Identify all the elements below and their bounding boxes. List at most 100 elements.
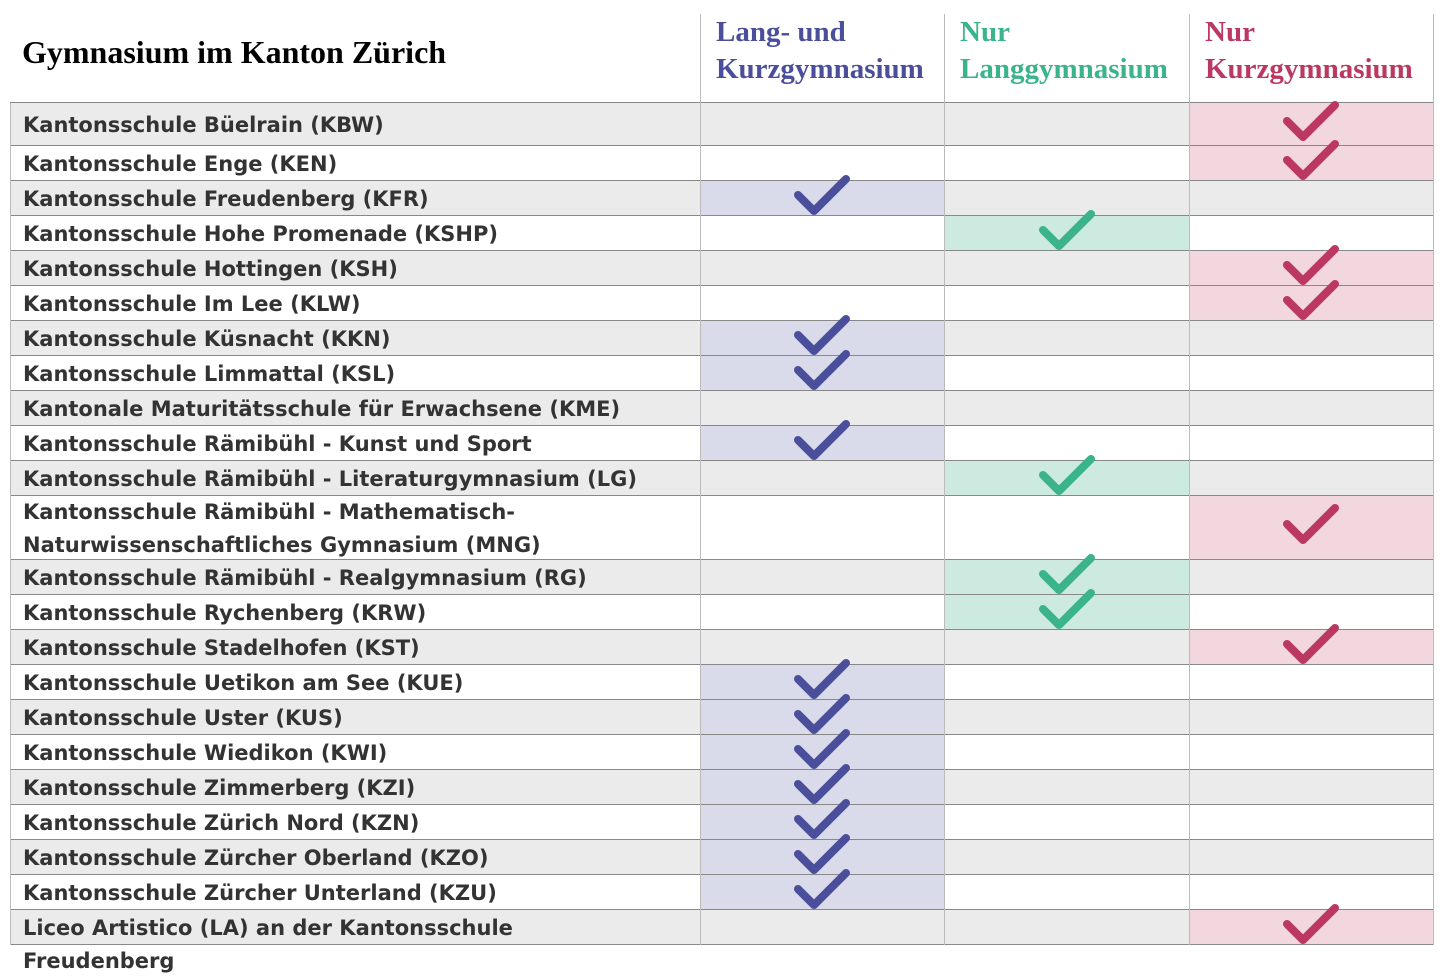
column-header: Nur Kurzgymnasium [1205, 16, 1413, 85]
column-divider [1189, 14, 1190, 945]
school-name: Kantonsschule Uetikon am See (KUE) [23, 671, 464, 695]
check-cell [700, 146, 944, 181]
check-cell [944, 875, 1189, 910]
school-name: Kantonsschule Freudenberg (KFR) [23, 187, 429, 211]
row-name-cell [10, 700, 700, 735]
checkmark [794, 314, 850, 355]
school-name: Kantonsschule Zimmerberg (KZI) [23, 776, 416, 800]
check-cell [1189, 735, 1433, 770]
check-cell [1189, 181, 1433, 216]
checkmark [1283, 139, 1339, 180]
checkmark [794, 798, 850, 839]
school-name: Kantonsschule Hohe Promenade (KSHP) [23, 222, 498, 246]
column-divider [700, 14, 701, 945]
row-name-cell [10, 321, 700, 356]
row-name-cell [10, 560, 700, 595]
check-cell [944, 146, 1189, 181]
school-name: Kantonsschule Rämibühl - Mathematisch-Na… [23, 500, 541, 557]
check-cell [700, 496, 944, 560]
checkmark [1038, 209, 1095, 250]
check-cell [944, 286, 1189, 321]
checkmark [794, 419, 850, 460]
checkmark [794, 174, 850, 215]
check-cell [700, 595, 944, 630]
check-cell [944, 700, 1189, 735]
row-name-cell [10, 735, 700, 770]
checkmark [1038, 454, 1095, 495]
check-cell [1189, 321, 1433, 356]
check-cell [700, 286, 944, 321]
check-cell [944, 181, 1189, 216]
column-header: Lang- und Kurzgymnasium [716, 16, 924, 85]
title: Gymnasium im Kanton Zürich [22, 34, 447, 70]
check-cell [944, 770, 1189, 805]
checkmark [1038, 553, 1095, 594]
check-cell [944, 665, 1189, 700]
row-name-cell [10, 146, 700, 181]
school-name: Kantonale Maturitätsschule für Erwachsen… [23, 397, 621, 421]
check-cell [944, 630, 1189, 665]
check-cell [944, 391, 1189, 426]
row-name-cell [10, 103, 700, 146]
school-name: Kantonsschule Uster (KUS) [23, 706, 343, 730]
check-cell [1189, 426, 1433, 461]
checkmark [794, 763, 850, 804]
row-name-cell [10, 286, 700, 321]
check-cell [1189, 770, 1433, 805]
checkmark [1283, 244, 1339, 285]
school-name: Kantonsschule Hottingen (KSH) [23, 257, 398, 281]
check-cell [1189, 700, 1433, 735]
checkmark [1038, 588, 1095, 629]
check-cell [944, 735, 1189, 770]
checkmark [794, 833, 850, 874]
school-name: Kantonsschule Enge (KEN) [23, 152, 338, 176]
checkmark [794, 349, 850, 390]
school-name: Kantonsschule Küsnacht (KKN) [23, 327, 391, 351]
checkmark [1283, 623, 1339, 664]
school-name: Kantonsschule Im Lee (KLW) [23, 292, 361, 316]
row-name-cell [10, 840, 700, 875]
school-name: Kantonsschule Rämibühl - Realgymnasium (… [23, 566, 587, 590]
checkmark [1283, 100, 1339, 141]
check-cell [944, 321, 1189, 356]
row-name-cell [10, 216, 700, 251]
column-divider [1433, 14, 1434, 945]
school-name: Kantonsschule Zürich Nord (KZN) [23, 811, 420, 835]
checkmark [794, 728, 850, 769]
row-name-cell [10, 875, 700, 910]
check-cell [944, 356, 1189, 391]
check-cell [944, 251, 1189, 286]
column-divider [10, 103, 11, 945]
checkmark [1283, 504, 1339, 544]
row-name-cell [10, 251, 700, 286]
row-name-cell [10, 461, 700, 496]
column-divider [944, 14, 945, 945]
check-cell [944, 805, 1189, 840]
checkmark [794, 868, 850, 909]
check-cell [1189, 461, 1433, 496]
check-cell [944, 560, 1189, 595]
check-cell [1189, 560, 1433, 595]
row-name-cell [10, 426, 700, 461]
row-name-cell [10, 181, 700, 216]
row-name-cell [10, 496, 700, 560]
row-name-cell [10, 665, 700, 700]
checkmark [794, 693, 850, 734]
checkmark [1283, 903, 1339, 944]
row-name-cell [10, 770, 700, 805]
checkmark [794, 658, 850, 699]
check-cell [700, 630, 944, 665]
check-cell [700, 216, 944, 251]
row-name-cell [10, 910, 700, 945]
check-cell [944, 840, 1189, 875]
check-cell [1189, 595, 1433, 630]
school-name: Kantonsschule Rämibühl - Literaturgymnas… [23, 467, 637, 491]
check-cell [944, 426, 1189, 461]
check-cell [944, 216, 1189, 251]
check-cell [700, 461, 944, 496]
check-cell [700, 560, 944, 595]
column-header: Nur Langgymnasium [960, 16, 1168, 85]
check-cell [1189, 840, 1433, 875]
